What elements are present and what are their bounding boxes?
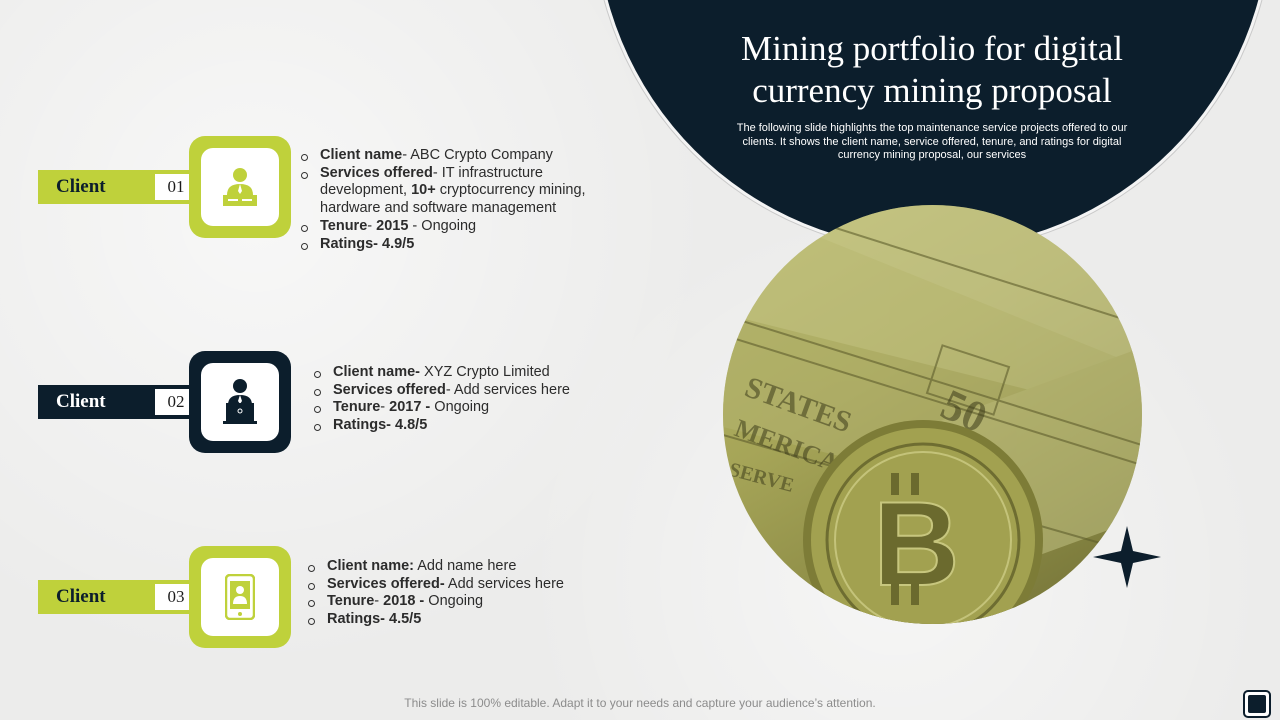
tenure-line: Tenure- 2015 - Ongoing [300, 218, 600, 236]
ratings-line: Ratings- 4.5/5 [307, 611, 597, 629]
ratings-line: Ratings- 4.9/5 [300, 236, 600, 254]
client-name-line: Client name- XYZ Crypto Limited [313, 364, 603, 382]
bitcoin-money-image: STATES MERICA 50 SERVE B [723, 205, 1142, 624]
services-line: Services offered- Add services here [307, 576, 597, 594]
client-icon-box-01 [189, 136, 291, 238]
sparkle-star-icon [1093, 526, 1161, 588]
services-line: Services offered- IT infrastructure deve… [300, 165, 600, 218]
client-tag-02: Client 02 [38, 385, 197, 419]
mobile-profile-icon [225, 574, 255, 620]
client-tag-label: Client [56, 176, 106, 197]
client-icon-box-03 [189, 546, 291, 648]
client-icon-box-02 [189, 351, 291, 453]
money-illustration: STATES MERICA 50 SERVE B [723, 205, 1142, 624]
tenure-line: Tenure- 2018 - Ongoing [307, 593, 597, 611]
client-details-03: Client name: Add name here Services offe… [307, 558, 597, 629]
client-tag-label: Client [56, 586, 106, 607]
client-tag-03: Client 03 [38, 580, 197, 614]
person-with-laptop-icon [223, 379, 257, 424]
client-name-line: Client name: Add name here [307, 558, 597, 576]
person-at-desk-icon [223, 168, 257, 206]
client-tag-label: Client [56, 391, 106, 412]
client-details-02: Client name- XYZ Crypto Limited Services… [313, 364, 603, 435]
svg-text:SERVE: SERVE [727, 459, 796, 497]
client-tag-01: Client 01 [38, 170, 197, 204]
slide-subtitle: The following slide highlights the top m… [736, 122, 1128, 161]
slide-title: Mining portfolio for digital currency mi… [740, 29, 1124, 110]
ratings-line: Ratings- 4.8/5 [313, 417, 603, 435]
client-details-01: Client name- ABC Crypto Company Services… [300, 147, 600, 253]
footer-note: This slide is 100% editable. Adapt it to… [404, 696, 876, 710]
slide-nav-button[interactable] [1243, 690, 1271, 718]
tenure-line: Tenure- 2017 - Ongoing [313, 399, 603, 417]
client-name-line: Client name- ABC Crypto Company [300, 147, 600, 165]
services-line: Services offered- Add services here [313, 382, 603, 400]
